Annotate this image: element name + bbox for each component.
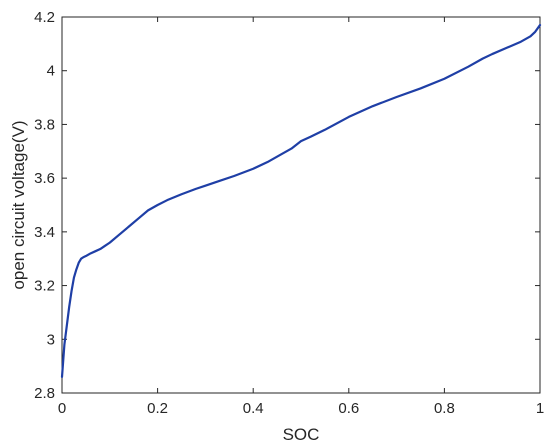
y-tick-label: 4.2 bbox=[34, 9, 55, 26]
x-tick-label: 0 bbox=[58, 400, 66, 417]
ocv-curve-line bbox=[60, 23, 542, 378]
y-tick-label: 3.2 bbox=[34, 278, 55, 295]
plot-area-frame bbox=[61, 16, 541, 394]
axis-ticks bbox=[61, 16, 541, 394]
axis-tick-labels: 0 0.2 0.4 0.6 0.8 1 2.8 3 3.2 3.4 3.6 3.8 4 4.2 bbox=[34, 9, 544, 417]
x-tick-label: 0.2 bbox=[147, 400, 168, 417]
x-tick-label: 1 bbox=[536, 400, 544, 417]
x-axis-label: SOC bbox=[283, 425, 320, 444]
y-tick-label: 4 bbox=[47, 63, 55, 80]
y-tick-label: 3.6 bbox=[34, 170, 55, 187]
y-tick-label: 3 bbox=[47, 331, 55, 348]
y-tick-label: 3.8 bbox=[34, 116, 55, 133]
y-axis-label: open circuit voltage(V) bbox=[9, 120, 28, 289]
x-tick-label: 0.4 bbox=[243, 400, 264, 417]
x-tick-label: 0.6 bbox=[338, 400, 359, 417]
y-tick-label: 3.4 bbox=[34, 224, 55, 241]
y-tick-label: 2.8 bbox=[34, 385, 55, 402]
x-tick-label: 0.8 bbox=[434, 400, 455, 417]
